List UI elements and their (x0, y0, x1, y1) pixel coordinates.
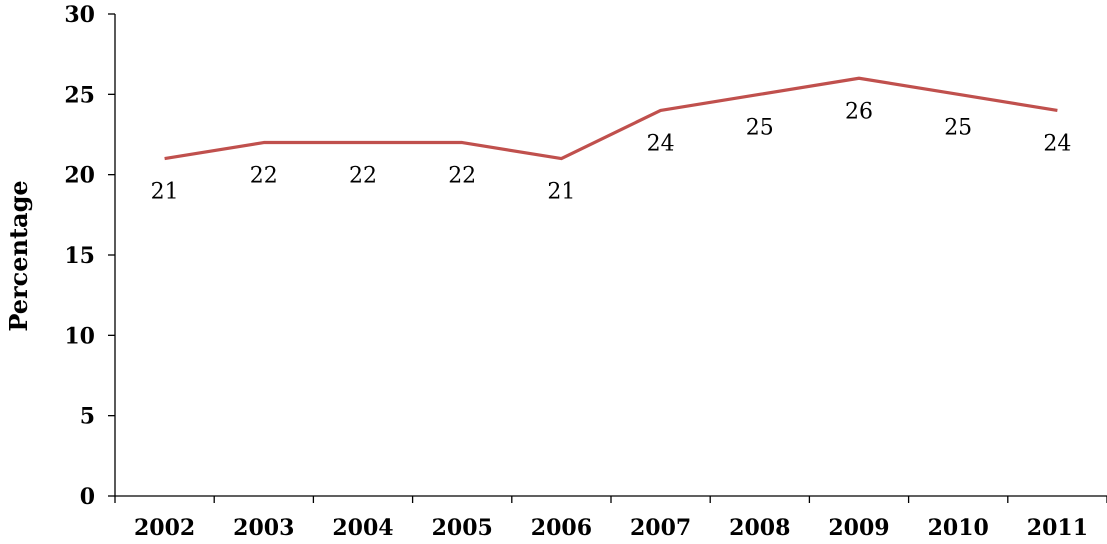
data-label: 24 (1043, 131, 1071, 156)
series-line (164, 76, 1058, 161)
data-label: 24 (647, 131, 675, 156)
x-tick-label: 2010 (928, 515, 989, 541)
y-tick-label: 20 (64, 163, 95, 189)
data-label: 22 (250, 164, 278, 189)
y-tick-label: 15 (64, 243, 95, 269)
x-axis-ticks: 2002 2003 2004 2005 2006 2007 2008 2009 2010 2011 (114, 496, 1107, 541)
data-label: 22 (349, 164, 377, 189)
x-tick-label: 2008 (729, 515, 790, 541)
y-tick-label: 25 (64, 82, 95, 108)
y-tick-label: 5 (80, 404, 95, 430)
x-tick-label: 2009 (828, 515, 889, 541)
data-label: 21 (547, 180, 575, 205)
data-labels: 21 22 22 22 21 24 25 26 25 24 (151, 99, 1072, 204)
y-tick-label: 30 (64, 2, 95, 28)
data-label: 26 (845, 99, 873, 124)
y-axis-ticks: 0 5 10 15 20 25 30 (64, 2, 115, 510)
y-tick-label: 10 (64, 323, 95, 349)
x-tick-label: 2003 (233, 515, 294, 541)
x-tick-label: 2011 (1027, 515, 1088, 541)
data-label: 21 (151, 180, 179, 205)
y-tick-label: 0 (80, 484, 95, 510)
series-group (164, 76, 1058, 161)
x-tick-label: 2002 (134, 515, 195, 541)
x-tick-label: 2004 (332, 515, 393, 541)
data-label: 22 (448, 164, 476, 189)
x-tick-label: 2005 (432, 515, 493, 541)
x-tick-label: 2007 (630, 515, 691, 541)
x-tick-label: 2006 (531, 515, 592, 541)
axes (114, 14, 1107, 497)
data-label: 25 (746, 115, 774, 140)
y-axis-title: Percentage (4, 180, 33, 331)
data-label: 25 (944, 115, 972, 140)
